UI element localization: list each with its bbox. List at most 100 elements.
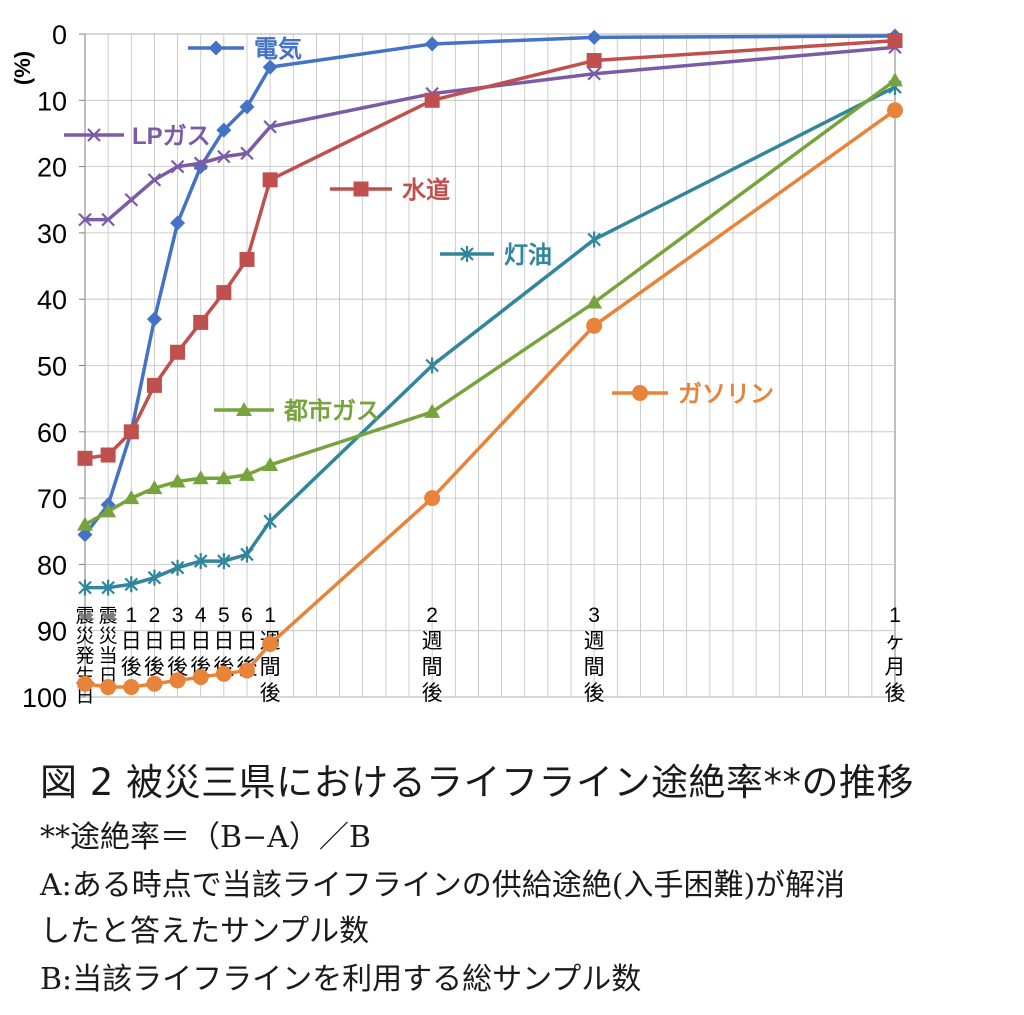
data-point bbox=[146, 311, 162, 327]
svg-text:週: 週 bbox=[584, 630, 605, 653]
data-point bbox=[425, 357, 439, 374]
data-point bbox=[586, 317, 603, 334]
svg-text:後: 後 bbox=[144, 656, 165, 679]
data-point bbox=[887, 33, 903, 49]
data-point bbox=[193, 314, 209, 330]
data-point bbox=[101, 212, 115, 227]
y-tick-label: 80 bbox=[37, 550, 67, 580]
data-point bbox=[239, 466, 255, 481]
y-tick-label: 30 bbox=[37, 219, 67, 249]
svg-text:発: 発 bbox=[75, 645, 94, 667]
data-point bbox=[263, 513, 277, 530]
svg-text:1: 1 bbox=[889, 604, 901, 627]
data-point bbox=[146, 377, 162, 393]
svg-text:ヶ: ヶ bbox=[885, 630, 906, 653]
legend-marker bbox=[632, 385, 648, 401]
data-point bbox=[170, 344, 186, 360]
y-axis-label: (%) bbox=[10, 51, 35, 85]
data-point bbox=[240, 546, 254, 563]
data-point bbox=[240, 146, 254, 161]
x-tick-label: 2 日後 bbox=[144, 604, 165, 679]
svg-text:6: 6 bbox=[241, 604, 253, 627]
data-point bbox=[424, 490, 441, 507]
data-point bbox=[239, 662, 255, 679]
data-point bbox=[215, 470, 232, 485]
legend-marker bbox=[208, 40, 224, 56]
legend-marker bbox=[353, 181, 369, 197]
data-point bbox=[192, 470, 209, 485]
data-point bbox=[586, 29, 602, 45]
y-tick-label: 90 bbox=[37, 617, 67, 647]
svg-text:間: 間 bbox=[422, 656, 443, 679]
svg-text:後: 後 bbox=[260, 682, 281, 705]
y-tick-label: 10 bbox=[37, 86, 67, 116]
svg-text:1: 1 bbox=[125, 604, 137, 627]
data-point bbox=[170, 159, 185, 174]
data-point bbox=[77, 450, 93, 466]
y-tick-label: 60 bbox=[37, 418, 67, 448]
data-point bbox=[887, 102, 903, 119]
svg-text:日: 日 bbox=[167, 630, 188, 653]
svg-text:後: 後 bbox=[885, 682, 906, 705]
data-point bbox=[100, 503, 117, 518]
x-tick-label: 1 ヶ月後 bbox=[885, 604, 906, 705]
figure-caption-a-definition-cont: したと答えたサンプル数 bbox=[40, 914, 370, 949]
svg-text:月: 月 bbox=[885, 656, 906, 679]
data-point bbox=[424, 36, 440, 52]
svg-text:当: 当 bbox=[99, 645, 118, 667]
svg-text:震: 震 bbox=[99, 606, 118, 627]
x-tick-label: 3 日後 bbox=[167, 604, 188, 679]
svg-text:後: 後 bbox=[167, 656, 188, 679]
x-tick-label: 2 週間後 bbox=[422, 604, 443, 705]
svg-text:1: 1 bbox=[264, 604, 276, 627]
data-point bbox=[586, 53, 602, 69]
figure-caption-note: **途絶率＝（B−A）／B bbox=[40, 820, 371, 855]
data-point bbox=[124, 576, 139, 593]
svg-text:日: 日 bbox=[75, 686, 94, 707]
legend-marker bbox=[87, 128, 101, 142]
data-point bbox=[262, 59, 278, 75]
legend-label: 都市ガス bbox=[283, 397, 380, 425]
svg-text:3: 3 bbox=[172, 604, 184, 627]
data-point bbox=[217, 149, 231, 164]
data-point bbox=[77, 527, 93, 543]
figure-caption-title: 図 2 被災三県におけるライフライン途絶率**の推移 bbox=[40, 761, 915, 804]
svg-text:災: 災 bbox=[75, 626, 94, 647]
data-point bbox=[216, 285, 232, 301]
svg-text:日: 日 bbox=[190, 630, 211, 653]
figure-caption-b-definition: B:当該ライフラインを利用する総サンプル数 bbox=[40, 962, 642, 997]
legend-label: 水道 bbox=[402, 176, 450, 204]
data-point bbox=[77, 516, 93, 531]
data-point bbox=[100, 679, 117, 696]
data-point bbox=[586, 294, 603, 309]
y-tick-label: 40 bbox=[37, 285, 67, 315]
svg-text:2: 2 bbox=[426, 604, 438, 627]
legend-label: 灯油 bbox=[504, 242, 552, 269]
data-point bbox=[217, 553, 231, 570]
data-point bbox=[147, 569, 162, 586]
data-point bbox=[146, 675, 163, 692]
data-point bbox=[239, 99, 255, 115]
data-point bbox=[262, 456, 279, 471]
data-point bbox=[169, 473, 186, 488]
x-tick-label: 3 週間後 bbox=[584, 604, 605, 705]
data-point bbox=[170, 559, 185, 576]
series-line bbox=[85, 85, 896, 590]
svg-text:日: 日 bbox=[213, 630, 234, 653]
x-tick-label: 1 日後 bbox=[121, 604, 142, 679]
y-tick-label: 100 bbox=[22, 683, 67, 713]
data-point bbox=[215, 665, 232, 682]
y-tick-label: 50 bbox=[37, 352, 67, 382]
data-point bbox=[263, 120, 277, 134]
data-point bbox=[123, 490, 140, 505]
data-point bbox=[169, 672, 186, 689]
data-point bbox=[193, 156, 208, 171]
data-point bbox=[216, 122, 232, 138]
data-point bbox=[262, 172, 278, 188]
svg-text:2: 2 bbox=[149, 604, 161, 627]
data-point bbox=[587, 231, 601, 248]
data-point bbox=[101, 579, 115, 596]
data-point bbox=[124, 192, 139, 207]
svg-text:4: 4 bbox=[195, 604, 207, 627]
data-point bbox=[424, 92, 440, 108]
